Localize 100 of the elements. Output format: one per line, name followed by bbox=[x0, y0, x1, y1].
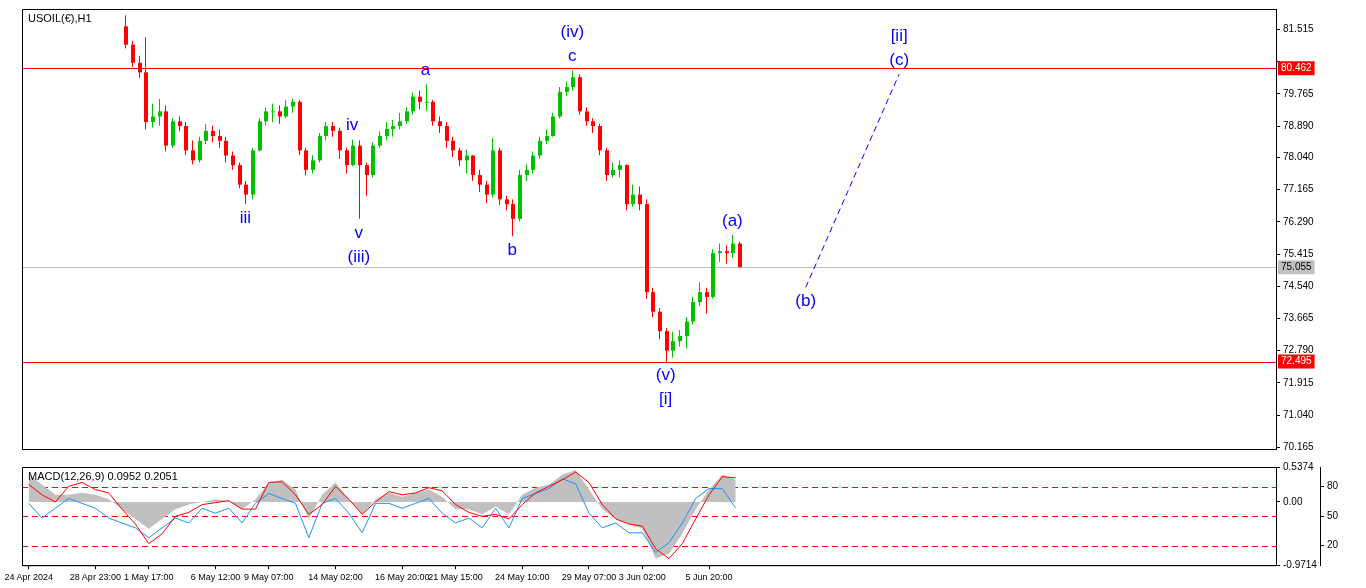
candlestick bbox=[264, 106, 268, 127]
y-tick-label: 70.165 bbox=[1283, 441, 1315, 453]
candlestick bbox=[385, 121, 389, 141]
y-tick-label: 72.790 bbox=[1283, 344, 1315, 356]
candlestick bbox=[425, 83, 429, 112]
ref-line-label: 80.462 bbox=[1281, 61, 1313, 73]
ref-line-label: 75.055 bbox=[1281, 261, 1313, 273]
candlestick bbox=[731, 234, 735, 259]
x-tick-label: 16 May 20:00 bbox=[374, 572, 430, 583]
y-tick-label: 78.890 bbox=[1283, 119, 1315, 131]
annotation: (v) bbox=[655, 365, 676, 385]
candlestick bbox=[418, 90, 422, 110]
candlestick bbox=[124, 14, 128, 49]
candlestick bbox=[485, 180, 489, 204]
candlestick bbox=[458, 147, 462, 167]
candlestick bbox=[531, 150, 535, 175]
y-tick-label: 76.290 bbox=[1283, 215, 1315, 227]
candlestick bbox=[651, 287, 655, 318]
y-tick-label: 81.515 bbox=[1283, 23, 1315, 35]
candlestick bbox=[511, 198, 515, 237]
annotation: (a) bbox=[721, 210, 743, 230]
y-tick-label: 71.915 bbox=[1283, 376, 1315, 388]
candlestick bbox=[471, 154, 475, 182]
chart-title: MACD(12,26,9) 0.0952 0.2051 bbox=[28, 469, 178, 482]
candlestick bbox=[271, 103, 275, 123]
candlestick bbox=[278, 104, 282, 125]
candlestick bbox=[478, 169, 482, 193]
candlestick bbox=[671, 331, 675, 359]
annotation: [ii] bbox=[890, 25, 908, 45]
candlestick bbox=[218, 128, 222, 149]
annotation: c bbox=[568, 46, 578, 66]
x-tick-label: 1 May 17:00 bbox=[123, 572, 174, 583]
y-tick-label: 74.540 bbox=[1283, 280, 1315, 292]
y-tick-label: 79.765 bbox=[1283, 87, 1315, 99]
candlestick bbox=[538, 136, 542, 160]
candlestick bbox=[151, 103, 155, 129]
candlestick bbox=[345, 147, 349, 175]
y-tick-label: 71.040 bbox=[1283, 408, 1315, 420]
candlestick bbox=[224, 136, 228, 164]
x-tick-label: 24 Apr 2024 bbox=[4, 572, 53, 583]
candlestick bbox=[585, 106, 589, 127]
y-tick-label: -0.9714 bbox=[1283, 558, 1318, 570]
x-tick-label: 5 Jun 20:00 bbox=[685, 572, 733, 583]
candlestick bbox=[324, 121, 328, 141]
candlestick bbox=[658, 307, 662, 340]
chart-title: USOIL(€),H1 bbox=[28, 11, 92, 24]
candlestick bbox=[725, 244, 729, 265]
candlestick bbox=[445, 121, 449, 149]
candlestick bbox=[238, 162, 242, 189]
y-tick-label: 75.415 bbox=[1283, 247, 1315, 259]
annotation: v bbox=[354, 222, 364, 242]
y-tick-label: 0.5374 bbox=[1283, 460, 1315, 472]
candlestick bbox=[304, 147, 308, 176]
annotation: b bbox=[507, 239, 517, 259]
candlestick bbox=[365, 162, 369, 197]
x-tick-label: 29 May 07:00 bbox=[561, 572, 617, 583]
candlestick bbox=[351, 139, 355, 167]
y2-tick-label: 50 bbox=[1327, 509, 1339, 521]
candlestick bbox=[638, 185, 642, 211]
candlestick bbox=[411, 92, 415, 116]
annotation: (c) bbox=[889, 49, 910, 69]
y-tick-label: 0.00 bbox=[1283, 495, 1303, 507]
x-tick-label: 21 May 15:00 bbox=[428, 572, 483, 583]
x-tick-label: 3 Jun 02:00 bbox=[618, 572, 666, 583]
annotation: [i] bbox=[659, 389, 673, 409]
y-tick-label: 73.665 bbox=[1283, 312, 1315, 324]
candlestick bbox=[244, 180, 248, 205]
x-tick-label: 24 May 10:00 bbox=[494, 572, 550, 583]
x-tick-label: 28 Apr 23:00 bbox=[69, 572, 121, 583]
candlestick bbox=[718, 243, 722, 263]
candlestick bbox=[698, 281, 702, 307]
candlestick bbox=[311, 154, 315, 175]
annotation: iv bbox=[346, 115, 359, 135]
candlestick bbox=[198, 136, 202, 164]
annotation: (iii) bbox=[347, 246, 371, 266]
candlestick bbox=[705, 287, 709, 314]
candlestick bbox=[738, 241, 742, 268]
candlestick bbox=[204, 123, 208, 145]
y-tick-label: 78.040 bbox=[1283, 151, 1315, 163]
annotation: (iv) bbox=[560, 22, 585, 42]
annotation: iii bbox=[239, 207, 252, 227]
candlestick bbox=[431, 99, 435, 127]
y2-tick-label: 20 bbox=[1327, 539, 1339, 551]
candlestick bbox=[451, 136, 455, 158]
candlestick bbox=[191, 139, 195, 165]
y2-tick-label: 80 bbox=[1327, 480, 1339, 492]
candlestick bbox=[338, 127, 342, 160]
candlestick bbox=[685, 316, 689, 349]
ref-line-label: 72.495 bbox=[1281, 355, 1313, 367]
x-tick-label: 14 May 02:00 bbox=[308, 572, 363, 583]
candlestick bbox=[158, 98, 162, 127]
candlestick bbox=[631, 184, 635, 208]
y-tick-label: 77.165 bbox=[1283, 183, 1315, 195]
candlestick bbox=[571, 69, 575, 92]
annotation: (b) bbox=[795, 291, 817, 311]
candlestick bbox=[358, 139, 362, 220]
candlestick bbox=[691, 296, 695, 326]
x-tick-label: 6 May 12:00 bbox=[190, 572, 241, 583]
x-tick-label: 9 May 07:00 bbox=[244, 572, 294, 583]
candlestick bbox=[231, 150, 235, 171]
